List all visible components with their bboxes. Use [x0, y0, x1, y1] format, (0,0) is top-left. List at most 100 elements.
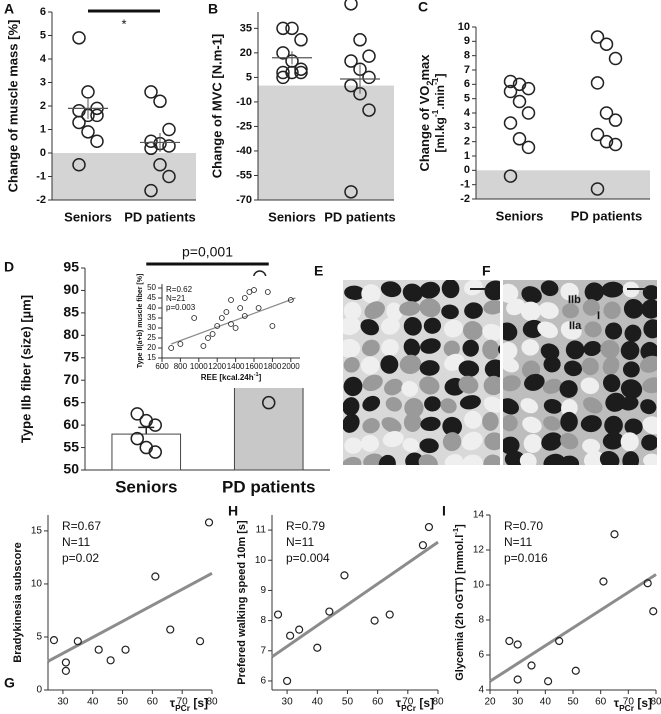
y-axis-label-part: .min	[433, 85, 447, 110]
y-axis-label-part: 2	[425, 81, 435, 86]
y-axis-label: Change of muscle mass [%]	[5, 20, 20, 193]
x-tick-label: 1400	[227, 362, 245, 371]
fiber	[540, 280, 559, 297]
data-point	[505, 636, 514, 646]
y-tick-label: 75	[63, 348, 79, 364]
y-tick-label: -55	[236, 169, 252, 181]
data-point	[287, 297, 294, 303]
data-point	[162, 122, 176, 137]
x-axis-label-part: PCr	[175, 703, 191, 713]
fiber	[420, 416, 441, 432]
fiber	[542, 378, 562, 394]
fiber	[462, 339, 479, 357]
fiber	[642, 377, 657, 394]
annotation: R=0.67	[62, 519, 101, 533]
y-tick-label: 8	[260, 615, 266, 626]
fiber	[583, 397, 603, 414]
x-axis-label: τPCr [s]	[170, 696, 208, 713]
fiber	[461, 431, 483, 451]
data-point	[599, 134, 614, 149]
scale-bar	[627, 288, 647, 290]
x-tick-label: 70	[623, 697, 635, 708]
y-tick-label: 10	[255, 555, 267, 566]
fiber	[580, 415, 602, 433]
annotation: p=0.02	[62, 551, 99, 565]
y-tick-label: 20	[240, 47, 252, 59]
y-tick-label: 9	[464, 35, 470, 47]
fiber	[380, 317, 400, 335]
fiber	[461, 454, 483, 465]
x-axis-label-part: [s]	[190, 696, 208, 710]
fiber	[362, 374, 383, 392]
y-tick-label: 6	[464, 78, 470, 90]
fiber	[503, 414, 518, 432]
fiber	[483, 454, 500, 465]
y-tick-label: 7	[260, 645, 266, 656]
x-tick-label: 20	[484, 697, 496, 708]
y-tick-label: 3	[40, 76, 46, 88]
fiber	[506, 298, 526, 316]
data-point	[599, 106, 614, 120]
fiber-type-label: IIb	[568, 294, 581, 306]
y-tick-label: 10	[473, 580, 485, 591]
negative-shade	[476, 170, 650, 199]
y-axis-label-part: -1	[430, 109, 440, 117]
fiber	[403, 338, 421, 357]
fiber	[560, 282, 579, 301]
fiber	[521, 286, 542, 304]
data-point	[513, 640, 522, 649]
data-point	[599, 577, 608, 586]
fit-line	[489, 573, 657, 683]
data-point	[571, 666, 580, 675]
panel-letter: B	[208, 1, 218, 17]
annotation: p=0.016	[504, 551, 548, 565]
fiber	[363, 453, 384, 465]
fiber	[482, 339, 500, 360]
fiber	[522, 416, 542, 434]
x-axis-label-part: τ	[170, 696, 176, 710]
x-tick-label: 1200	[208, 362, 226, 371]
x-tick-label: 30	[512, 697, 524, 708]
data-point	[340, 571, 349, 580]
x-tick-label: 30	[57, 697, 69, 708]
x-tick-label: PD patients	[222, 477, 316, 496]
data-point	[294, 33, 308, 47]
y-tick-label: 10	[458, 21, 470, 33]
fiber	[399, 354, 422, 374]
data-point	[269, 323, 276, 329]
x-axis-label: REE [kcal.24h-1]	[201, 372, 262, 382]
fiber	[603, 374, 621, 393]
y-tick-label: 65	[63, 393, 79, 409]
x-tick-label: Seniors	[268, 209, 316, 224]
x-axis-label-part: -1	[254, 372, 259, 378]
data-point	[543, 677, 553, 686]
y-tick-label: -2	[36, 194, 46, 206]
x-tick-label: 50	[342, 697, 354, 708]
fiber	[643, 319, 657, 339]
data-point	[286, 631, 295, 640]
fiber	[624, 418, 643, 436]
fiber	[361, 339, 380, 357]
y-tick-label: -40	[236, 145, 252, 157]
y-tick-label: 2	[464, 136, 470, 148]
y-axis-label-part: Change of VO	[417, 86, 432, 172]
y-tick-label: 85	[63, 304, 79, 320]
y-tick-label: 35	[147, 313, 156, 322]
x-tick-label: 60	[372, 697, 384, 708]
x-tick-label: 50	[117, 697, 129, 708]
data-point	[144, 85, 158, 99]
panel-letter: G	[4, 675, 15, 691]
y-tick-label: 45	[147, 293, 156, 302]
fiber	[584, 321, 602, 338]
fiber	[543, 453, 566, 465]
fiber	[362, 418, 380, 434]
fiber	[443, 319, 463, 338]
fiber	[504, 450, 525, 465]
fiber	[602, 356, 620, 376]
fiber	[560, 321, 582, 340]
data-point	[590, 182, 605, 196]
x-tick-label: Seniors	[115, 477, 177, 496]
fiber	[620, 396, 639, 411]
fiber	[381, 417, 402, 433]
fiber	[344, 285, 366, 300]
